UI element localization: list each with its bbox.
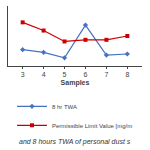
svg-text:Permissible Limit Value [mg/m: Permissible Limit Value [mg/m (52, 123, 132, 129)
svg-text:8: 8 (125, 71, 129, 78)
svg-text:5: 5 (63, 71, 67, 78)
svg-text:7: 7 (104, 71, 108, 78)
svg-text:4: 4 (42, 71, 46, 78)
svg-text:3: 3 (21, 71, 25, 78)
svg-text:8 hr TWA: 8 hr TWA (52, 104, 77, 110)
svg-text:6: 6 (84, 71, 88, 78)
svg-text:and 8 hours TWA of personal du: and 8 hours TWA of personal dust s (19, 138, 131, 146)
svg-text:Samples: Samples (61, 79, 90, 87)
